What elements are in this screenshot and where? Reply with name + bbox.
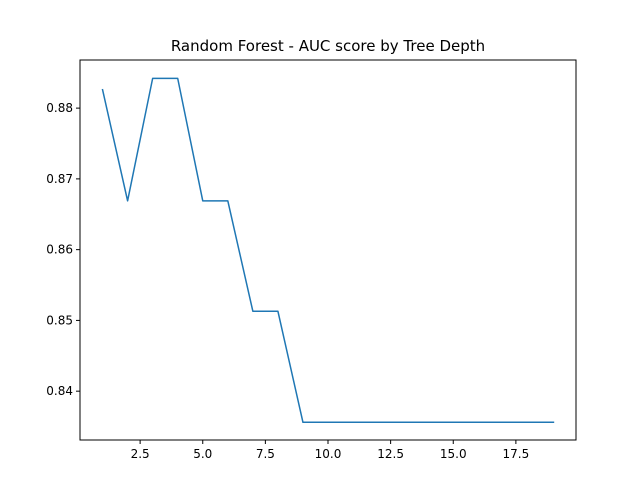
x-tick-label: 17.5 [503, 447, 530, 461]
y-tick-label: 0.85 [46, 313, 73, 327]
y-tick-label: 0.86 [46, 243, 73, 257]
x-tick-label: 7.5 [256, 447, 275, 461]
y-tick-label: 0.87 [46, 172, 73, 186]
plot-area [80, 60, 576, 440]
y-tick-label: 0.88 [46, 101, 73, 115]
series-layer [101, 77, 555, 424]
series-line-0 [101, 77, 555, 424]
x-tick-label: 15.0 [440, 447, 467, 461]
x-tick-label: 5.0 [193, 447, 212, 461]
x-tick-label: 12.5 [377, 447, 404, 461]
x-tick-label: 10.0 [315, 447, 342, 461]
plot-background [80, 60, 576, 440]
y-tick-label: 0.84 [46, 384, 73, 398]
x-tick-label: 2.5 [131, 447, 150, 461]
chart-title: Random Forest - AUC score by Tree Depth [171, 37, 485, 55]
axes: 2.5 5.0 7.5 10.0 12.5 15.0 17.5 0.84 0.85 0.86 0.8… [46, 59, 577, 461]
